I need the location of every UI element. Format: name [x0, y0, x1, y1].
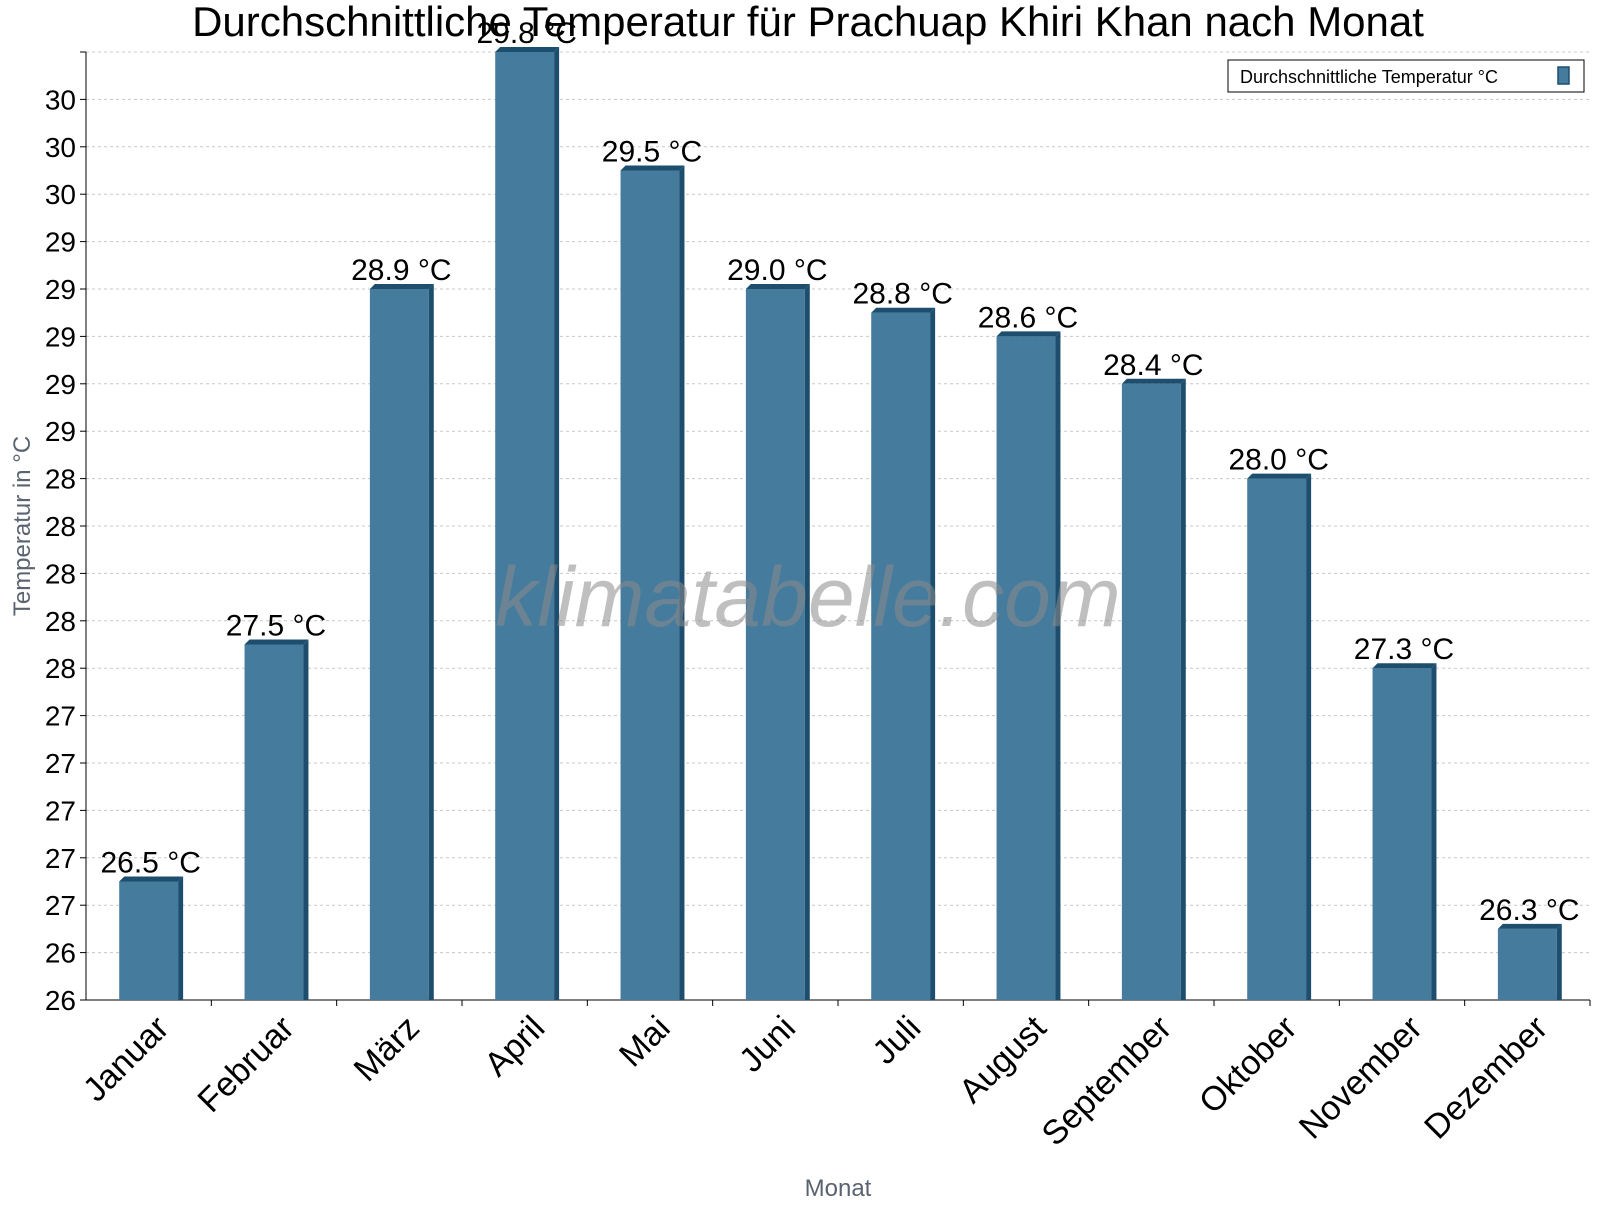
- bar-top-face: [1372, 663, 1437, 669]
- bars: [119, 47, 1562, 1001]
- data-label: 28.4 °C: [1103, 349, 1203, 382]
- grid-lines: [86, 51, 1590, 954]
- x-tick-label: Januar: [76, 1009, 176, 1109]
- bar: [1121, 383, 1181, 1000]
- data-label: 29.0 °C: [727, 254, 827, 287]
- x-tick-label: Oktober: [1192, 1009, 1304, 1121]
- axes: [80, 51, 1591, 1006]
- x-tick-label: Dezember: [1417, 1009, 1555, 1147]
- bar-side-face: [1431, 663, 1437, 1000]
- x-axis-title: Monat: [805, 1175, 872, 1200]
- y-tick-label: 30: [45, 84, 76, 115]
- bar-top-face: [996, 331, 1061, 337]
- bar-top-face: [119, 876, 184, 882]
- y-tick-label: 27: [45, 701, 76, 732]
- y-tick-label: 29: [45, 321, 76, 352]
- bar: [871, 312, 931, 1000]
- data-label: 28.6 °C: [978, 301, 1078, 334]
- bar-side-face: [303, 639, 309, 1000]
- x-tick-label: April: [477, 1009, 552, 1084]
- chart-title: Durchschnittliche Temperatur für Prachua…: [192, 0, 1424, 45]
- data-label: 26.3 °C: [1479, 894, 1579, 927]
- bar-top-face: [1121, 378, 1186, 384]
- bar-side-face: [1055, 331, 1061, 1000]
- data-labels: 26.5 °C 27.5 °C 28.9 °C 29.8 °C 29.5 °C 29.0 …: [100, 17, 1579, 927]
- y-tick-label: 26: [45, 985, 76, 1016]
- legend-box: [1227, 59, 1585, 93]
- bar-side-face: [428, 284, 434, 1000]
- bar-top-face: [1497, 923, 1562, 929]
- legend-label: Durchschnittliche Temperatur °C: [1240, 67, 1498, 87]
- bar: [745, 289, 805, 1000]
- bar: [620, 170, 680, 1000]
- y-tick-label: 28: [45, 464, 76, 495]
- data-label: 28.8 °C: [852, 278, 952, 311]
- y-tick-label: 27: [45, 748, 76, 779]
- x-tick-label: Juli: [865, 1009, 928, 1072]
- x-tick-label: Mai: [612, 1009, 678, 1075]
- bar: [1497, 928, 1557, 1000]
- bar-top-face: [620, 165, 685, 171]
- y-tick-labels: 26 26 27 27 27 27 27 28 28 28 28 28 29 29 29 29 29 30 30 30: [45, 84, 76, 1016]
- bar-side-face: [178, 876, 184, 1000]
- data-label: 27.5 °C: [226, 610, 326, 643]
- bar-top-face: [244, 639, 309, 645]
- data-label: 26.5 °C: [100, 847, 200, 880]
- x-tick-label: Februar: [191, 1009, 302, 1120]
- bar-side-face: [1306, 473, 1312, 1001]
- bar: [495, 52, 555, 1000]
- x-tick-label: August: [952, 1008, 1054, 1110]
- y-tick-label: 28: [45, 558, 76, 589]
- bar: [996, 336, 1056, 1000]
- bar-side-face: [679, 165, 685, 1000]
- bar-top-face: [745, 284, 810, 289]
- bar: [369, 289, 429, 1000]
- y-tick-label: 30: [45, 132, 76, 163]
- watermark-text: klimatabelle.com: [495, 550, 1121, 644]
- bar: [1247, 478, 1307, 1001]
- y-tick-label: 28: [45, 606, 76, 637]
- data-label: 28.0 °C: [1228, 444, 1328, 477]
- y-tick-label: 27: [45, 843, 76, 874]
- data-label: 27.3 °C: [1354, 633, 1454, 666]
- bar: [244, 644, 304, 1000]
- y-tick-label: 27: [45, 890, 76, 921]
- legend: Durchschnittliche Temperatur °C: [1227, 59, 1585, 93]
- y-axis-title: Temperatur in °C: [9, 436, 36, 616]
- x-tick-label: September: [1035, 1009, 1179, 1153]
- bar-side-face: [1180, 378, 1186, 1000]
- bar: [119, 881, 179, 1000]
- x-tick-labels: Januar Februar März April Mai Juni Juli AugustS…: [76, 1008, 1555, 1153]
- bar-side-face: [804, 284, 810, 1000]
- y-tick-label: 30: [45, 179, 76, 210]
- bar-side-face: [930, 307, 936, 1000]
- legend-swatch: [1557, 66, 1570, 85]
- bar-top-face: [369, 284, 434, 289]
- y-tick-label: 28: [45, 511, 76, 542]
- y-tick-label: 29: [45, 274, 76, 305]
- y-tick-label: 29: [45, 369, 76, 400]
- x-tick-label: November: [1292, 1009, 1430, 1147]
- data-label: 28.9 °C: [351, 254, 451, 287]
- bar-side-face: [1556, 923, 1562, 1000]
- bar-top-face: [871, 307, 936, 313]
- bar-side-face: [554, 47, 560, 1000]
- bar-top-face: [1247, 473, 1312, 479]
- x-tick-label: Juni: [732, 1009, 803, 1080]
- data-label: 29.8 °C: [476, 17, 576, 50]
- y-tick-label: 27: [45, 795, 76, 826]
- y-tick-label: 28: [45, 653, 76, 684]
- y-tick-label: 26: [45, 938, 76, 969]
- y-tick-label: 29: [45, 416, 76, 447]
- bar: [1372, 668, 1432, 1000]
- bar-top-face: [495, 47, 560, 52]
- data-label: 29.5 °C: [602, 136, 702, 169]
- y-tick-label: 29: [45, 227, 76, 258]
- x-tick-label: März: [347, 1009, 427, 1089]
